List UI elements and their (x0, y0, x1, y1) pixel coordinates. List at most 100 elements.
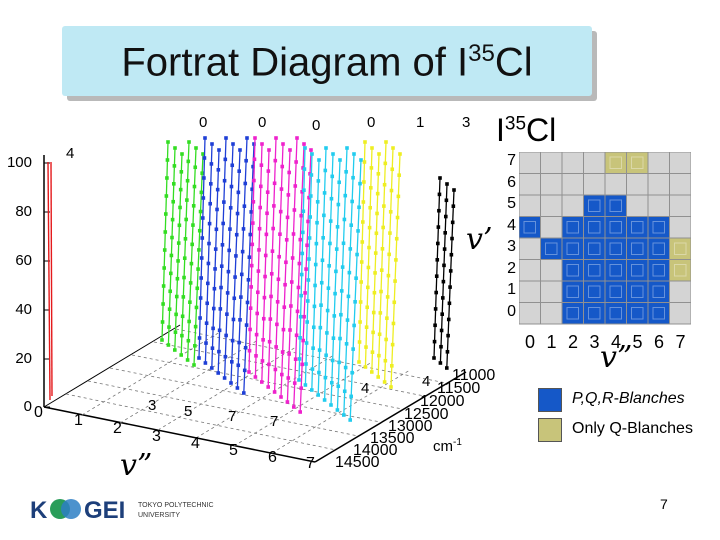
band-point (205, 301, 209, 306)
band-point (181, 295, 186, 299)
band-point (387, 252, 391, 257)
y-tick-80: 80 (15, 203, 32, 220)
band-top-label-1: 1 (416, 114, 425, 131)
band-point (432, 356, 436, 360)
x-tick-2: 2 (113, 420, 122, 437)
band-point (436, 241, 440, 246)
band-point (339, 312, 343, 317)
band-point (364, 325, 369, 329)
legend-label-q: Only Q-Blanches (572, 420, 693, 437)
band-point (224, 136, 228, 140)
grid-cell-bevel (566, 242, 579, 255)
band-point (306, 299, 310, 303)
band-point (178, 187, 183, 192)
depth-tick-12500: 12500 (404, 406, 449, 423)
legend-label-pqr: P,Q,R-Blanches (572, 390, 685, 407)
floor-grid (65, 328, 447, 454)
band-line (317, 147, 327, 396)
band-point (207, 241, 211, 246)
grid-cell-empty (604, 173, 627, 196)
band-line (273, 143, 284, 393)
grid-cell-bevel (609, 156, 622, 169)
band-point (275, 300, 280, 304)
band-point (169, 271, 173, 276)
band-bottom-label-7b: 7 (270, 413, 279, 430)
band-point (197, 356, 201, 360)
band-point (188, 281, 193, 285)
band-point (330, 358, 335, 363)
band-point (360, 240, 365, 244)
x-tick-4: 4 (191, 435, 200, 452)
grid-y-axis-label: v’ (466, 222, 493, 257)
band-point (258, 205, 262, 210)
grid-cell-pqr (583, 237, 606, 260)
band-point (448, 269, 453, 273)
band-point (447, 301, 452, 306)
band-point (303, 383, 308, 387)
band-point (304, 341, 309, 345)
band-point (202, 176, 206, 180)
band-point (211, 326, 215, 331)
band-point (184, 217, 188, 222)
band-point (433, 307, 438, 311)
band-point (223, 354, 228, 359)
band-point (230, 163, 235, 168)
band-point (176, 241, 181, 245)
band-point (352, 323, 356, 328)
band-point (345, 146, 349, 150)
grid-cell-empty (540, 152, 563, 174)
band-point (239, 272, 244, 277)
band-point (252, 178, 256, 183)
band-point (315, 200, 320, 204)
band-point (299, 386, 303, 390)
band-point (259, 163, 264, 167)
grid-cell-pqr (626, 259, 649, 282)
band-point (231, 142, 235, 146)
band-line (217, 137, 227, 374)
grid-cell-empty (519, 280, 541, 303)
band-point (244, 323, 249, 327)
svg-text:GEI: GEI (84, 497, 125, 524)
x-tick-0: 0 (34, 404, 43, 421)
grid-cell-pqr (604, 259, 627, 282)
grid-y-label-4: 4 (507, 216, 516, 234)
band-point (376, 375, 380, 379)
band-point (247, 255, 252, 259)
band-point (174, 294, 179, 299)
grid-x-label-3: 3 (589, 332, 600, 352)
band-point (202, 156, 207, 160)
band-point (302, 167, 307, 171)
band-point (355, 252, 359, 257)
grid-y-label-1: 1 (507, 281, 516, 298)
band-point (370, 370, 374, 374)
band-point (179, 353, 183, 357)
band-point (445, 350, 450, 354)
band-point (172, 182, 176, 186)
band-point (297, 357, 302, 361)
band-point (269, 272, 274, 276)
band-point (193, 324, 198, 329)
band-point (293, 357, 298, 361)
band-point (215, 207, 219, 212)
svg-text:UNIVERSITY: UNIVERSITY (138, 512, 180, 519)
band-point (169, 253, 174, 258)
band-point (351, 347, 355, 351)
band-point (302, 188, 306, 192)
band-point (160, 320, 165, 324)
band-point (200, 236, 205, 240)
band-point (198, 296, 203, 300)
band-point (261, 316, 266, 321)
band-line (230, 149, 241, 384)
band-point (187, 140, 191, 144)
band-bottom-label-4b: 4 (422, 373, 431, 390)
grid-cell-pqr (561, 216, 584, 239)
band-point (339, 289, 344, 293)
band-top-label-3: 3 (462, 114, 471, 131)
band-point (166, 343, 171, 347)
band-point (273, 367, 278, 372)
band-point (255, 311, 259, 316)
band-point (331, 152, 335, 156)
band-point (186, 338, 191, 343)
band-point (210, 366, 214, 370)
band-point (434, 274, 439, 278)
